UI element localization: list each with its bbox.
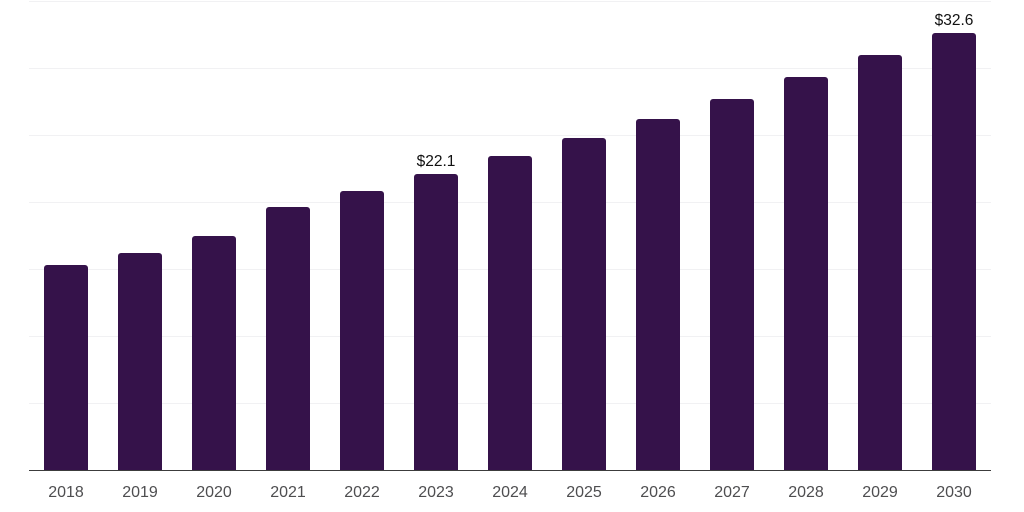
bar-2023 <box>414 173 458 470</box>
bar-value-label-2030: $32.6 <box>934 12 974 30</box>
bar-2029 <box>858 54 902 470</box>
bar-2019 <box>118 252 162 470</box>
x-axis-line <box>29 470 991 471</box>
x-axis-tick-label-2027: 2027 <box>714 484 750 501</box>
bar-2022 <box>340 191 384 470</box>
x-axis-tick-label-2022: 2022 <box>344 484 380 501</box>
x-axis-tick-label-2029: 2029 <box>862 484 898 501</box>
x-axis-tick-label-2023: 2023 <box>418 484 454 501</box>
bar-2018 <box>44 264 88 470</box>
bar-2021 <box>266 207 310 470</box>
bar-2026 <box>636 118 680 470</box>
x-axis-tick-label-2019: 2019 <box>122 484 158 501</box>
x-axis-tick-label-2020: 2020 <box>196 484 232 501</box>
bar-2020 <box>192 235 236 470</box>
x-axis-tick-label-2028: 2028 <box>788 484 824 501</box>
bar-2028 <box>784 77 828 470</box>
gridline <box>29 1 991 2</box>
bar-value-label-2023: $22.1 <box>416 152 456 170</box>
x-axis-tick-label-2024: 2024 <box>492 484 528 501</box>
gridline <box>29 135 991 136</box>
x-axis-tick-label-2026: 2026 <box>640 484 676 501</box>
x-axis-tick-label-2021: 2021 <box>270 484 306 501</box>
gridline <box>29 68 991 69</box>
x-axis-tick-label-2025: 2025 <box>566 484 602 501</box>
bar-2030 <box>932 33 976 470</box>
bar-2027 <box>710 98 754 470</box>
bar-2025 <box>562 137 606 470</box>
bar-2024 <box>488 156 532 470</box>
x-axis-tick-label-2018: 2018 <box>48 484 84 501</box>
x-axis-tick-label-2030: 2030 <box>936 484 972 501</box>
